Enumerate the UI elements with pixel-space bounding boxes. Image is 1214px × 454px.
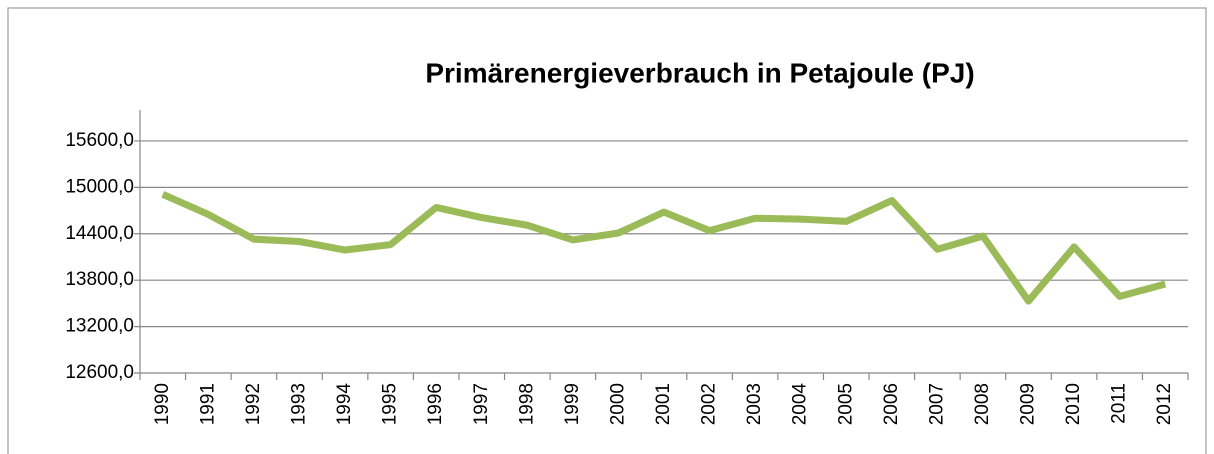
x-tick-label: 2007 (926, 383, 947, 425)
chart-frame (7, 7, 1207, 454)
x-tick-label: 1998 (516, 383, 537, 425)
data-line (161, 191, 1167, 305)
x-tick-label: 1995 (380, 383, 401, 425)
x-tick-label: 1999 (562, 383, 583, 425)
x-tick-label: 1996 (425, 383, 446, 425)
x-tick-label: 2004 (790, 383, 811, 426)
x-tick-label: 2000 (607, 383, 628, 425)
x-tick-label: 1992 (243, 383, 264, 425)
x-tick-label: 2006 (881, 383, 902, 425)
chart-title: Primärenergieverbrauch in Petajoule (PJ) (425, 57, 974, 88)
y-tick-label: 13200,0 (65, 316, 134, 337)
x-tick-label: 1997 (471, 383, 492, 425)
x-tick-label: 2012 (1154, 383, 1175, 425)
x-tick-label: 1994 (334, 383, 355, 426)
x-tick-label: 2001 (653, 383, 674, 425)
y-tick-label: 13800,0 (65, 269, 134, 290)
y-tick-label: 12600,0 (65, 362, 134, 383)
x-tick-label: 2003 (744, 383, 765, 425)
x-tick-label: 2008 (972, 383, 993, 425)
x-tick-label: 2009 (1018, 383, 1039, 425)
y-tick-label: 15000,0 (65, 176, 134, 197)
x-tick-label: 2005 (835, 383, 856, 425)
x-tick-label: 2010 (1063, 383, 1084, 425)
x-tick-label: 1991 (197, 383, 218, 425)
y-tick-label: 15600,0 (65, 130, 134, 151)
x-tick-label: 1993 (288, 383, 309, 425)
x-tick-label: 2002 (699, 383, 720, 425)
y-tick-label: 14400,0 (65, 223, 134, 244)
x-tick-label: 2011 (1109, 383, 1130, 424)
x-tick-label: 1990 (152, 383, 173, 425)
